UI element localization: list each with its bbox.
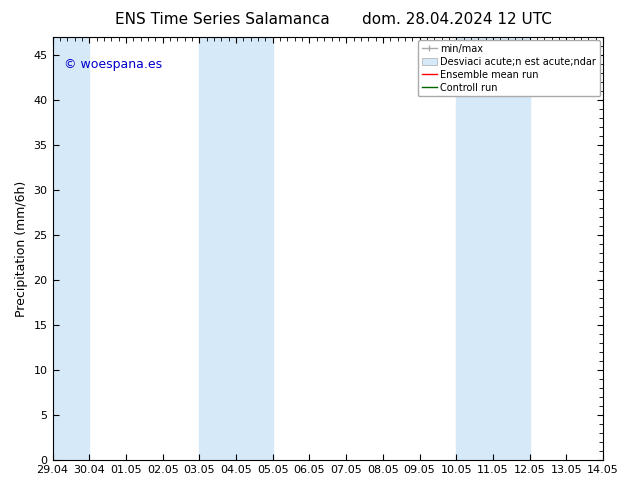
Text: ENS Time Series Salamanca: ENS Time Series Salamanca	[115, 12, 329, 27]
Legend: min/max, Desviaci acute;n est acute;ndar, Ensemble mean run, Controll run: min/max, Desviaci acute;n est acute;ndar…	[418, 40, 600, 97]
Bar	[199, 37, 273, 460]
Y-axis label: Precipitation (mm/6h): Precipitation (mm/6h)	[15, 180, 28, 317]
Text: © woespana.es: © woespana.es	[63, 58, 162, 71]
Text: dom. 28.04.2024 12 UTC: dom. 28.04.2024 12 UTC	[361, 12, 552, 27]
Bar	[456, 37, 530, 460]
Bar	[53, 37, 89, 460]
